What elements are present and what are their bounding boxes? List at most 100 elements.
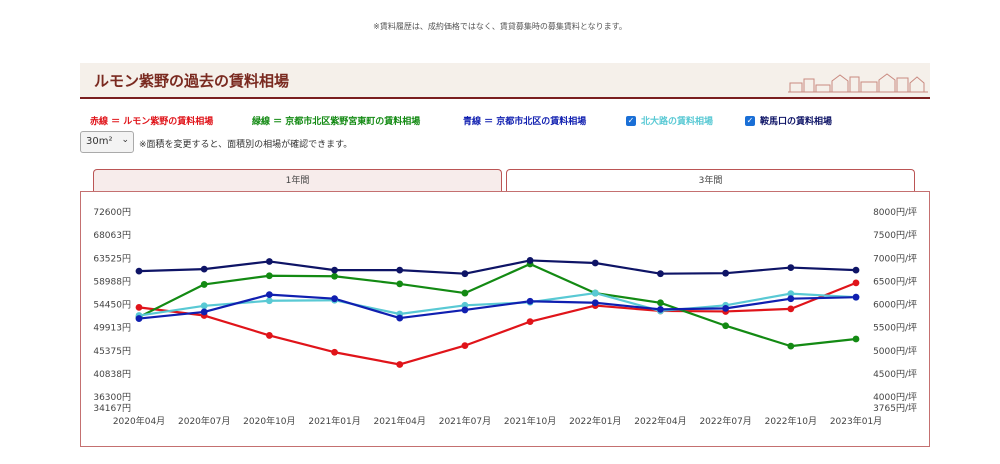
data-point	[396, 280, 404, 288]
data-point	[265, 297, 273, 305]
data-point	[331, 266, 338, 274]
data-point	[265, 291, 273, 299]
data-point	[722, 322, 730, 330]
data-point	[787, 290, 795, 297]
data-point	[461, 289, 469, 297]
data-point	[331, 348, 338, 356]
data-point	[852, 293, 860, 301]
data-point	[657, 299, 664, 307]
y-tick-label-right: 4000円/坪	[873, 392, 917, 403]
data-point	[591, 259, 599, 267]
y-tick-label-left: 54450円	[93, 300, 131, 311]
data-point	[200, 308, 208, 316]
data-point	[461, 270, 469, 278]
legend-kuramaguchi-toggle[interactable]: ✓ 鞍馬口の賃料相場	[745, 114, 832, 127]
rent-line-chart: 72600円 8000円/坪 68063円 7500円/坪 63525円 7000円/坪 5…	[93, 207, 917, 427]
data-point	[135, 303, 143, 311]
data-point	[265, 332, 273, 339]
legend-kitaoji-toggle[interactable]: ✓ 北大路の賃料相場	[626, 114, 713, 127]
data-point	[591, 299, 599, 307]
data-point	[135, 267, 143, 275]
chevron-down-icon: ⌄	[121, 135, 129, 145]
data-point	[526, 297, 534, 305]
data-point	[852, 266, 860, 274]
x-tick-label: 2021年04月	[374, 415, 426, 427]
data-point	[265, 258, 273, 265]
y-tick-label-left: 68063円	[93, 230, 131, 241]
series-line	[138, 281, 857, 366]
data-point	[461, 306, 469, 314]
y-tick-label-left: 45375円	[93, 346, 131, 357]
y-tick-label-right: 5000円/坪	[873, 346, 917, 357]
x-tick-label: 2022年01月	[569, 415, 621, 427]
data-point	[591, 289, 599, 297]
data-point	[852, 335, 860, 343]
y-tick-label-left: 49913円	[93, 323, 131, 334]
rent-chart: 72600円 8000円/坪 68063円 7500円/坪 63525円 7000円/坪 5…	[80, 191, 930, 447]
y-tick-label-left: 36300円	[93, 392, 131, 403]
y-tick-label-right: 3765円/坪	[873, 403, 917, 414]
data-point	[396, 361, 404, 368]
data-point	[526, 318, 534, 326]
series-line	[138, 291, 857, 317]
tab-1-year[interactable]: 1年間	[93, 169, 502, 191]
section-header: ルモン紫野の過去の賃料相場	[80, 63, 930, 99]
y-tick-label-left: 40838円	[93, 369, 131, 380]
data-point	[722, 304, 730, 312]
series-line	[138, 262, 857, 348]
data-point	[461, 342, 469, 350]
x-tick-label: 2022年04月	[634, 415, 686, 427]
legend-kitaoji-label: 北大路の賃料相場	[641, 117, 714, 127]
tab-3-years[interactable]: 3年間	[506, 169, 915, 193]
x-tick-label: 2023年01月	[830, 415, 882, 427]
data-point	[787, 295, 795, 303]
data-point	[331, 272, 338, 280]
area-size-note: ※面積を変更すると、面積別の相場が確認できます。	[139, 140, 353, 150]
legend-green-line: 緑線 ＝ 京都市北区紫野宮東町の賃料相場	[252, 117, 421, 127]
legend-red-line: 赤線 ＝ ルモン紫野の賃料相場	[90, 117, 214, 127]
x-tick-label: 2020年04月	[113, 415, 165, 427]
y-tick-label-left: 72600円	[93, 207, 131, 218]
data-point	[526, 257, 534, 264]
data-point	[200, 302, 208, 310]
legend-blue-line: 青線 ＝ 京都市北区の賃料相場	[463, 117, 587, 127]
data-point	[722, 269, 730, 277]
data-point	[331, 295, 338, 303]
data-point	[396, 266, 404, 274]
data-point	[852, 279, 860, 287]
y-tick-label-right: 7500円/坪	[873, 230, 917, 241]
rent-history-notice: ※賃料履歴は、成約価格ではなく、賃貸募集時の募集賃料となります。	[373, 22, 627, 31]
y-tick-label-right: 8000円/坪	[873, 207, 917, 218]
x-tick-label: 2020年10月	[243, 415, 295, 427]
legend-kuramaguchi-label: 鞍馬口の賃料相場	[760, 117, 833, 127]
data-point	[200, 281, 208, 288]
x-tick-label: 2022年07月	[699, 415, 751, 427]
y-tick-label-right: 4500円/坪	[873, 369, 917, 380]
y-tick-label-right: 7000円/坪	[873, 253, 917, 264]
y-tick-label-left: 58988円	[93, 276, 131, 287]
area-size-select[interactable]: 30m² ⌄	[80, 131, 134, 153]
series-line	[138, 259, 857, 275]
data-point	[265, 272, 273, 280]
checkbox-checked-icon[interactable]: ✓	[626, 115, 636, 126]
city-skyline-icon	[788, 73, 928, 93]
data-point	[787, 264, 795, 271]
y-tick-label-left: 34167円	[93, 403, 131, 414]
x-tick-label: 2021年07月	[439, 415, 491, 427]
y-tick-label-right: 6000円/坪	[873, 300, 917, 311]
checkbox-checked-icon[interactable]: ✓	[745, 115, 755, 126]
x-tick-label: 2021年10月	[504, 415, 556, 427]
x-tick-label: 2021年01月	[308, 415, 360, 427]
data-point	[135, 315, 143, 322]
x-tick-label: 2022年10月	[765, 415, 817, 427]
data-point	[657, 270, 664, 278]
data-point	[657, 306, 664, 313]
y-tick-label-right: 6500円/坪	[873, 276, 917, 287]
data-point	[200, 265, 208, 273]
y-tick-label-right: 5500円/坪	[873, 323, 917, 334]
y-tick-label-left: 63525円	[93, 253, 131, 264]
data-point	[396, 314, 404, 322]
area-size-value: 30m²	[86, 136, 113, 147]
x-tick-label: 2020年07月	[178, 415, 230, 427]
data-point	[787, 305, 795, 313]
